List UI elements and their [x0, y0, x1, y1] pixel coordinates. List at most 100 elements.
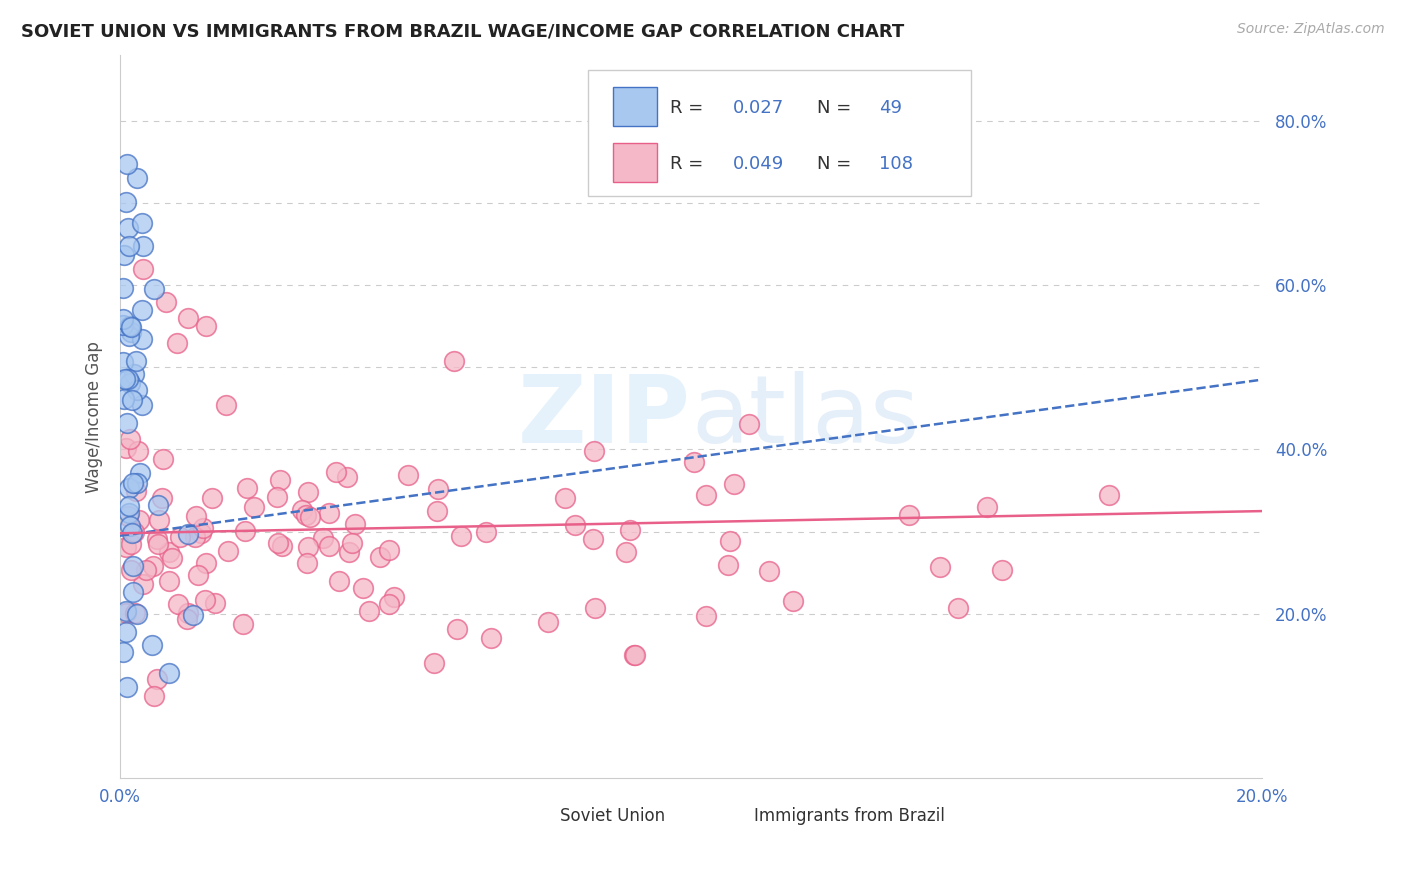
Point	[929, 559, 952, 574]
Point	[194, 556, 217, 570]
Point	[1098, 488, 1121, 502]
Point	[111, 355, 134, 369]
Point	[112, 392, 135, 406]
Point	[269, 473, 291, 487]
Point	[718, 533, 741, 548]
Point	[318, 539, 340, 553]
Point	[564, 518, 586, 533]
Point	[695, 608, 717, 623]
Point	[111, 312, 134, 326]
Point	[243, 500, 266, 514]
Point	[159, 545, 181, 559]
Point	[181, 608, 204, 623]
Point	[112, 248, 135, 262]
Point	[120, 319, 142, 334]
Point	[118, 499, 141, 513]
Point	[146, 536, 169, 550]
Point	[537, 615, 560, 629]
Point	[114, 540, 136, 554]
Point	[758, 564, 780, 578]
Point	[614, 545, 637, 559]
Point	[352, 581, 374, 595]
Point	[295, 557, 318, 571]
Point	[127, 171, 149, 186]
Point	[194, 319, 217, 334]
Point	[122, 367, 145, 381]
Point	[122, 558, 145, 573]
Bar	[714, 803, 745, 830]
Point	[201, 491, 224, 506]
Point	[125, 476, 148, 491]
Point	[148, 498, 170, 512]
Point	[948, 601, 970, 615]
Text: 108: 108	[879, 155, 914, 173]
Point	[115, 157, 138, 171]
Point	[479, 632, 502, 646]
Point	[125, 484, 148, 499]
Text: ZIP: ZIP	[519, 370, 690, 463]
Point	[782, 594, 804, 608]
Point	[423, 656, 446, 670]
Point	[624, 648, 647, 663]
Point	[357, 604, 380, 618]
Point	[166, 335, 188, 350]
Point	[426, 504, 449, 518]
Point	[898, 508, 921, 523]
Point	[131, 332, 153, 346]
Point	[143, 282, 166, 296]
Point	[112, 644, 135, 658]
Point	[121, 475, 143, 490]
Point	[378, 543, 401, 558]
Text: 0.049: 0.049	[734, 155, 785, 173]
Point	[215, 398, 238, 412]
Point	[623, 648, 645, 662]
Point	[157, 574, 180, 589]
Point	[157, 665, 180, 680]
Point	[121, 392, 143, 407]
Point	[115, 681, 138, 695]
Point	[177, 311, 200, 326]
Point	[117, 508, 139, 523]
Point	[118, 239, 141, 253]
Point	[194, 592, 217, 607]
Point	[204, 596, 226, 610]
Point	[115, 604, 138, 618]
Point	[127, 383, 149, 397]
Point	[382, 591, 405, 605]
Point	[115, 194, 138, 209]
Point	[176, 526, 198, 541]
Text: N =: N =	[817, 99, 856, 117]
Point	[155, 294, 177, 309]
Point	[114, 624, 136, 639]
Point	[120, 432, 142, 446]
Point	[717, 558, 740, 573]
Point	[335, 469, 357, 483]
Point	[312, 531, 335, 545]
Point	[169, 530, 191, 544]
Point	[976, 500, 998, 515]
Point	[121, 526, 143, 541]
Point	[142, 559, 165, 574]
Point	[127, 444, 149, 458]
Point	[427, 482, 450, 496]
Point	[328, 574, 350, 589]
Point	[148, 513, 170, 527]
Point	[118, 506, 141, 520]
Point	[233, 524, 256, 539]
Point	[191, 521, 214, 535]
Point	[738, 417, 761, 432]
Point	[991, 563, 1014, 577]
Point	[128, 467, 150, 481]
Point	[131, 302, 153, 317]
Point	[299, 510, 322, 524]
Text: SOVIET UNION VS IMMIGRANTS FROM BRAZIL WAGE/INCOME GAP CORRELATION CHART: SOVIET UNION VS IMMIGRANTS FROM BRAZIL W…	[21, 22, 904, 40]
Point	[554, 491, 576, 505]
FancyBboxPatch shape	[588, 70, 970, 196]
Point	[446, 622, 468, 636]
Point	[378, 597, 401, 611]
Point	[117, 371, 139, 385]
Point	[231, 616, 253, 631]
Point	[115, 417, 138, 431]
Point	[190, 526, 212, 541]
Point	[132, 261, 155, 276]
